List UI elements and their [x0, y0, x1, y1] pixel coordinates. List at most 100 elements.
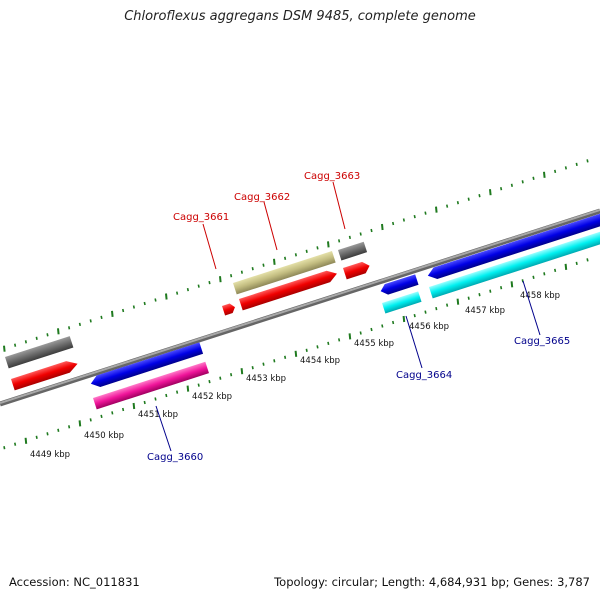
- minor-tick: [316, 345, 319, 349]
- minor-tick: [68, 326, 71, 330]
- gene-feature-red-left[interactable]: [11, 358, 79, 391]
- gene-label-cagg-3662[interactable]: Cagg_3662: [234, 192, 290, 203]
- gene-feature-cagg-3663[interactable]: [338, 241, 368, 261]
- minor-tick: [132, 305, 135, 309]
- minor-tick: [57, 428, 60, 432]
- kbp-label-4458: 4458 kbp: [520, 291, 560, 301]
- minor-tick: [392, 221, 395, 226]
- major-tick: [381, 223, 384, 231]
- map-title: Chloroflexus aggregans DSM 9485, complet…: [124, 9, 476, 24]
- minor-tick: [316, 246, 319, 250]
- minor-tick: [262, 263, 265, 267]
- minor-tick: [208, 280, 211, 285]
- gene-feature-cagg-3664[interactable]: [382, 291, 422, 314]
- gene-label-cagg-3661[interactable]: Cagg_3661: [173, 212, 229, 223]
- major-tick: [3, 345, 6, 352]
- minor-tick: [446, 303, 449, 307]
- minor-tick: [586, 258, 589, 262]
- minor-tick: [554, 169, 557, 174]
- gene-feature-red-right[interactable]: [343, 260, 371, 280]
- minor-tick: [176, 390, 179, 394]
- major-tick: [402, 315, 406, 323]
- minor-tick: [370, 327, 373, 332]
- minor-tick: [262, 362, 265, 366]
- gene-feature-blue-left[interactable]: [89, 342, 204, 389]
- minor-tick: [586, 159, 589, 163]
- minor-tick: [143, 301, 146, 306]
- major-tick: [327, 241, 330, 248]
- kbp-label-4453: 4453 kbp: [246, 374, 286, 384]
- major-tick: [57, 328, 60, 335]
- kbp-label-4454: 4454 kbp: [300, 356, 340, 366]
- minor-tick: [305, 249, 308, 253]
- minor-tick: [46, 432, 49, 436]
- scale-ticks-bottom: [3, 258, 589, 450]
- kbp-label-4457: 4457 kbp: [465, 306, 505, 316]
- gene-feature-cagg-3660[interactable]: [93, 361, 209, 410]
- minor-tick: [100, 414, 103, 419]
- major-tick: [294, 350, 298, 357]
- gene-feature-small-red[interactable]: [222, 302, 236, 316]
- minor-tick: [165, 393, 168, 398]
- genome-backbone-highlight: [0, 209, 600, 404]
- minor-tick: [392, 320, 395, 325]
- gene-label-cagg-3665[interactable]: Cagg_3665: [514, 336, 570, 347]
- minor-tick: [219, 376, 222, 380]
- leader-line-cagg-3662: [263, 201, 278, 251]
- minor-tick: [197, 383, 200, 387]
- minor-tick: [251, 366, 254, 370]
- gene-label-cagg-3660[interactable]: Cagg_3660: [147, 452, 203, 463]
- minor-tick: [3, 446, 6, 450]
- major-tick: [348, 333, 352, 340]
- minor-tick: [197, 284, 200, 288]
- major-tick: [219, 276, 222, 283]
- minor-tick: [554, 268, 557, 273]
- minor-tick: [230, 274, 233, 278]
- minor-tick: [478, 293, 481, 297]
- major-tick: [564, 263, 568, 270]
- minor-tick: [230, 373, 233, 377]
- genome-stats-text: Topology: circular; Length: 4,684,931 bp…: [274, 575, 590, 589]
- minor-tick: [413, 313, 416, 318]
- minor-tick: [359, 232, 362, 236]
- minor-tick: [413, 214, 416, 219]
- minor-tick: [359, 331, 362, 335]
- minor-tick: [78, 322, 81, 327]
- gene-feature-cagg-3662[interactable]: [233, 251, 336, 295]
- major-tick: [273, 258, 276, 265]
- minor-tick: [273, 359, 276, 363]
- minor-tick: [348, 235, 351, 240]
- minor-tick: [100, 315, 103, 320]
- leader-line-cagg-3661: [202, 223, 217, 270]
- minor-tick: [143, 400, 146, 405]
- major-tick: [240, 368, 244, 375]
- minor-tick: [402, 218, 405, 222]
- minor-tick: [467, 296, 470, 300]
- gene-label-cagg-3664[interactable]: Cagg_3664: [396, 370, 452, 381]
- minor-tick: [240, 270, 243, 274]
- gene-feature-cagg-3665[interactable]: [429, 225, 600, 299]
- gene-feature-blue-small[interactable]: [379, 274, 419, 296]
- gene-label-cagg-3663[interactable]: Cagg_3663: [304, 171, 360, 182]
- minor-tick: [446, 204, 449, 208]
- minor-tick: [35, 435, 38, 439]
- major-tick: [165, 293, 168, 300]
- minor-tick: [500, 286, 503, 290]
- minor-tick: [176, 291, 179, 295]
- gene-feature-blue-right[interactable]: [426, 208, 600, 282]
- minor-tick: [338, 338, 341, 342]
- minor-tick: [456, 201, 459, 205]
- gene-feature-red-middle[interactable]: [239, 268, 339, 311]
- minor-tick: [489, 289, 492, 293]
- minor-tick: [543, 272, 546, 276]
- major-tick: [456, 298, 460, 305]
- minor-tick: [122, 407, 125, 412]
- minor-tick: [46, 333, 49, 337]
- gene-feature-gray-left[interactable]: [5, 336, 74, 369]
- leader-line-cagg-3660: [155, 405, 172, 452]
- scale-ticks-top: [3, 159, 589, 352]
- major-tick: [78, 420, 82, 427]
- minor-tick: [14, 442, 17, 446]
- minor-tick: [575, 162, 578, 167]
